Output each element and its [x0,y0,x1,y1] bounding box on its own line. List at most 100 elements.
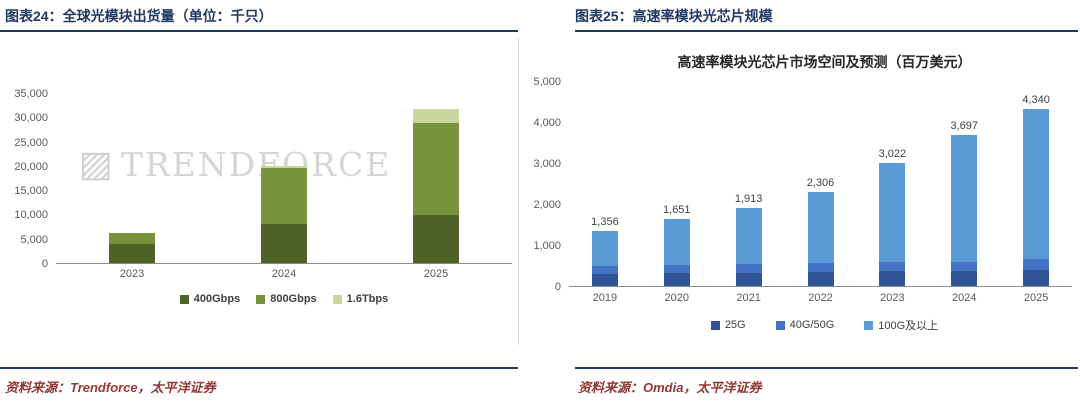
y-tick-3000: 3,000 [533,158,561,170]
bar-slot-2025: 4,340 [1000,82,1072,286]
legend-item-400Gbps: 400Gbps [179,293,241,305]
figure25-title: 图表25：高速率模块光芯片规模 [575,8,773,24]
data-label-2020: 1,651 [663,203,691,216]
segment-100G及以上-2020 [663,218,690,265]
bar-slot-2020: 1,651 [641,82,713,286]
segment-1.6Tbps-2024 [261,166,307,168]
segment-25G-2024 [951,271,978,286]
bar-slot-2023: 3,022 [856,82,928,286]
figure24-panel: 图表24：全球光模块出货量（单位：千只） 35,000 30,000 25,000 2… [0,0,518,406]
legend-label: 400Gbps [193,293,241,305]
y-tick-5000: 5,000 [533,76,561,88]
segment-400Gbps-2025 [413,214,459,263]
bar-2020 [663,218,690,286]
figure24-chart: 35,000 30,000 25,000 20,000 15,000 10,000 5,00… [0,32,518,367]
x-label-2020: 2020 [664,292,690,304]
figure24-title: 图表24：全球光模块出货量（单位：千只） [5,8,273,24]
legend-swatch-icon [256,294,266,304]
figure24-footer-rule [0,367,518,369]
y-tick-10000: 10,000 [14,209,48,222]
y-tick-1000: 1,000 [533,240,561,252]
data-label-2022: 2,306 [806,176,835,189]
x-label-2023: 2023 [880,292,905,304]
legend-label: 40G/50G [789,319,835,331]
segment-1.6Tbps-2025 [413,108,459,123]
chart-inner-title: 高速率模块光芯片市场空间及预测（百万美元） [677,54,972,70]
segment-25G-2022 [807,272,834,286]
bar-2019 [591,230,618,286]
x-label-2025: 2025 [423,268,449,280]
segment-25G-2023 [879,271,906,286]
bar-2023 [109,232,155,263]
figure25-source: 资料来源：Omdia，太平洋证券 [578,380,762,395]
bar-slot-2024: 3,697 [928,82,1000,286]
segment-400Gbps-2024 [261,224,307,263]
bar-slot-2021: 1,913 [713,82,785,286]
legend-swatch-icon [864,320,874,330]
figure25-header-rule [575,30,1078,32]
legend-label: 800Gbps [270,293,317,305]
segment-40G/50G-2025 [1023,259,1050,270]
figure24-header-rule [0,30,518,32]
segment-25G-2019 [591,273,618,286]
segment-800Gbps-2025 [413,122,459,215]
data-label-2019: 1,356 [591,215,619,228]
y-axis: 35,000 30,000 25,000 20,000 15,000 10,000 5,00… [6,88,56,270]
bar-slot-2025 [360,94,512,263]
legend-item-100G及以上: 100G及以上 [864,317,938,333]
chart-body: 35,000 30,000 25,000 20,000 15,000 10,000 5,00… [6,88,512,270]
y-tick-4000: 4,000 [533,117,561,129]
legend-swatch-icon [179,294,189,304]
legend-label: 25G [724,319,746,331]
y-tick-15000: 15,000 [14,185,48,198]
chart-body: 5,000 4,000 3,000 2,000 1,000 0 1,356 1,651 1,9… [519,76,1072,293]
segment-25G-2025 [1023,269,1050,286]
bar-2024 [951,135,978,286]
y-axis: 5,000 4,000 3,000 2,000 1,000 0 [519,76,569,293]
y-tick-35000: 35,000 [14,88,48,100]
segment-40G/50G-2021 [735,263,762,273]
x-label-2021: 2021 [736,292,761,304]
segment-40G/50G-2022 [807,263,834,273]
bar-2024 [261,166,307,263]
y-tick-2000: 2,000 [533,199,561,211]
bar-2025 [1023,108,1050,286]
figure25-chart: 高速率模块光芯片市场空间及预测（百万美元） 5,000 4,000 3,000 2,0… [518,38,1080,345]
y-tick-25000: 25,000 [14,136,48,149]
x-label-2022: 2022 [808,292,833,304]
figure25-footer-rule [575,367,1078,369]
bar-2021 [735,207,762,286]
x-label-2019: 2019 [592,292,618,304]
segment-100G及以上-2024 [951,135,978,262]
bar-2022 [807,191,834,286]
legend-item-1.6Tbps: 1.6Tbps [332,293,388,305]
bar-slot-2024 [208,94,360,263]
x-label-2025: 2025 [1023,292,1049,304]
bar-2023 [879,162,906,286]
legend-label: 100G及以上 [878,320,939,332]
bar-2025 [413,108,459,263]
segment-100G及以上-2022 [807,191,834,264]
y-tick-5000: 5,000 [20,233,48,246]
segment-800Gbps-2024 [261,167,307,225]
segment-25G-2021 [735,272,762,286]
y-tick-0: 0 [554,281,561,293]
plot-area: ▨ TRENDFORCE [56,94,512,264]
legend-swatch-icon [710,320,720,330]
bar-slot-2022: 2,306 [785,82,857,286]
legend-item-25G: 25G [710,319,746,331]
legend-item-40G/50G: 40G/50G [775,319,835,331]
segment-100G及以上-2019 [591,230,618,267]
segment-40G/50G-2019 [591,266,618,274]
data-label-2023: 3,022 [878,147,907,160]
segment-800Gbps-2023 [109,232,155,244]
legend: 25G 40G/50G 100G及以上 [569,317,1080,333]
figure24-source: 资料来源：Trendforce，太平洋证券 [5,380,216,395]
legend-swatch-icon [775,320,785,330]
figure25-panel: 图表25：高速率模块光芯片规模 高速率模块光芯片市场空间及预测（百万美元） 5,… [518,0,1080,406]
segment-100G及以上-2025 [1023,108,1050,260]
segment-40G/50G-2023 [879,261,906,272]
segment-40G/50G-2020 [663,264,690,273]
data-label-2021: 1,913 [734,192,763,205]
